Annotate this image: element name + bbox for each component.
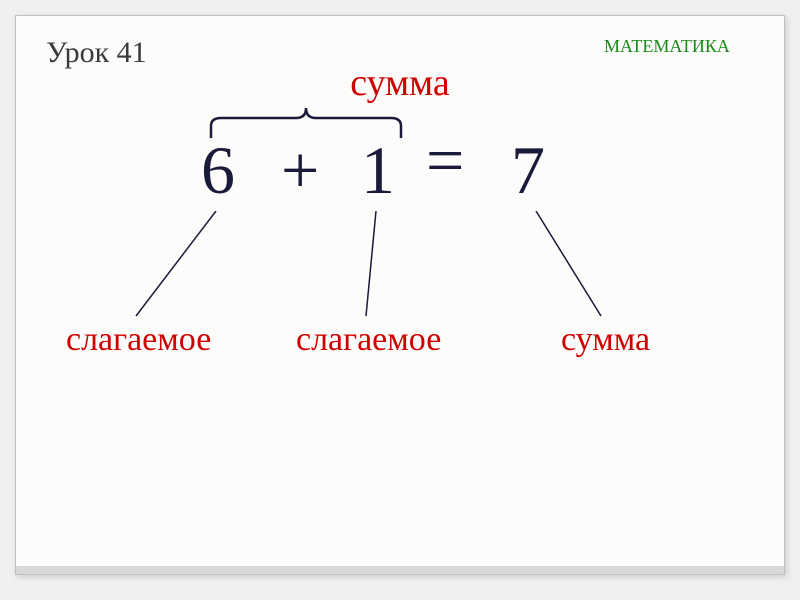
slide-bottom-border	[16, 566, 784, 574]
line-to-addend2	[366, 211, 376, 316]
result: 7	[511, 131, 545, 210]
addend2-label: слагаемое	[296, 321, 441, 359]
second-addend: 1	[361, 131, 395, 210]
addend1-label: слагаемое	[66, 321, 211, 359]
top-sum-label: сумма	[350, 61, 450, 105]
plus-operator: +	[281, 131, 319, 210]
lesson-title: Урок 41	[46, 36, 147, 70]
sum-label: сумма	[561, 321, 650, 359]
slide-container: Урок 41 МАТЕМАТИКА сумма 6 + 1 = 7 слага…	[15, 15, 785, 575]
connector-lines	[16, 211, 786, 331]
first-addend: 6	[201, 131, 235, 210]
line-to-sum	[536, 211, 601, 316]
equals-sign: =	[426, 121, 464, 200]
subject-title: МАТЕМАТИКА	[604, 36, 754, 58]
line-to-addend1	[136, 211, 216, 316]
